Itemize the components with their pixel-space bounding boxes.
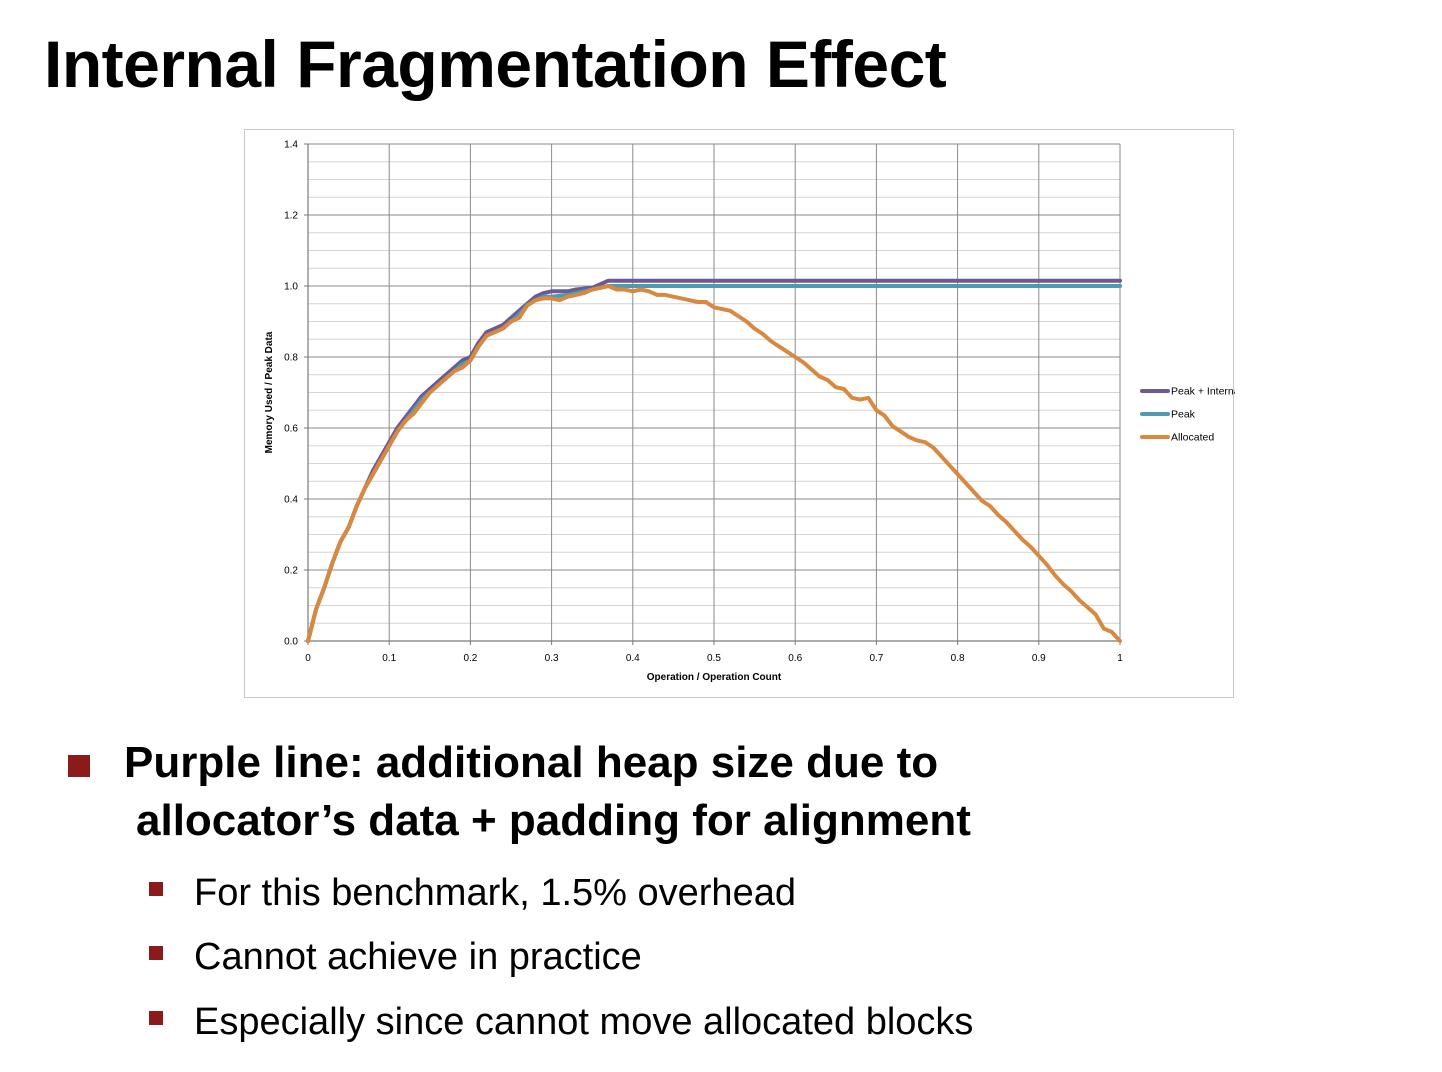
x-tick-label: 0 <box>305 653 311 664</box>
sub-bullet-3: Especially since cannot move allocated b… <box>194 1001 974 1043</box>
y-axis-label: Memory Used / Peak Data <box>264 331 275 453</box>
sub-bullet-marker <box>149 882 163 896</box>
x-tick-label: 0.7 <box>869 653 883 664</box>
chart-series <box>306 278 1122 643</box>
y-tick-label: 1.0 <box>284 282 298 293</box>
x-tick-label: 0.9 <box>1032 653 1046 664</box>
y-tick-label: 0.4 <box>284 495 298 506</box>
series-line-allocated <box>306 284 1122 643</box>
x-tick-labels: 0 0.1 0.2 0.3 0.4 0.5 0.6 0.7 0.8 0.9 1 <box>305 653 1123 664</box>
main-bullet-line1: Purple line: additional heap size due to <box>124 738 939 787</box>
chart-frame: 0.0 0.2 0.4 0.6 0.8 1.0 1.2 1.4 0 0.1 0.2 0.3 0.4 0.… <box>244 129 1235 698</box>
slide-title: Internal Fragmentation Effect <box>44 27 947 101</box>
y-tick-label: 0.6 <box>284 424 298 435</box>
x-tick-label: 0.5 <box>707 653 721 664</box>
x-tick-label: 1 <box>1117 653 1123 664</box>
y-tick-label: 0.2 <box>284 566 298 577</box>
main-bullet-line2: allocator’s data + padding for alignment <box>136 796 971 845</box>
legend-label: Peak <box>1171 409 1196 421</box>
x-tick-label: 0.8 <box>951 653 965 664</box>
line-chart: 0.00.20.40.60.81.01.21.4 0 0.1 0.2 0.3 0.4 0.… <box>264 140 1235 684</box>
chart-legend: Peak + Internal Frag Peak Allocated <box>1140 386 1235 444</box>
chart-axes <box>304 143 1121 645</box>
y-tick-labels: 0.0 0.2 0.4 0.6 0.8 1.0 1.2 1.4 <box>284 140 298 648</box>
sub-bullet-marker <box>149 1011 163 1025</box>
main-bullet: Purple line: additional heap size due to… <box>124 734 1124 850</box>
y-tick-label: 1.4 <box>284 140 298 151</box>
x-axis-label: Operation / Operation Count <box>647 672 782 683</box>
x-tick-label: 0.2 <box>463 653 477 664</box>
sub-bullet-2: Cannot achieve in practice <box>194 936 642 978</box>
x-tick-label: 0.3 <box>545 653 559 664</box>
x-tick-label: 0.4 <box>626 653 640 664</box>
x-tick-label: 0.1 <box>382 653 396 664</box>
sub-bullet-marker <box>149 946 163 960</box>
y-tick-label: 1.2 <box>284 211 298 222</box>
legend-label: Allocated <box>1171 432 1214 444</box>
y-tick-label: 0.8 <box>284 353 298 364</box>
x-tick-label: 0.6 <box>788 653 802 664</box>
main-bullet-marker <box>68 755 90 777</box>
legend-label: Peak + Internal Frag <box>1171 386 1235 398</box>
y-tick-label: 0.0 <box>284 637 298 648</box>
sub-bullet-1: For this benchmark, 1.5% overhead <box>194 872 796 914</box>
